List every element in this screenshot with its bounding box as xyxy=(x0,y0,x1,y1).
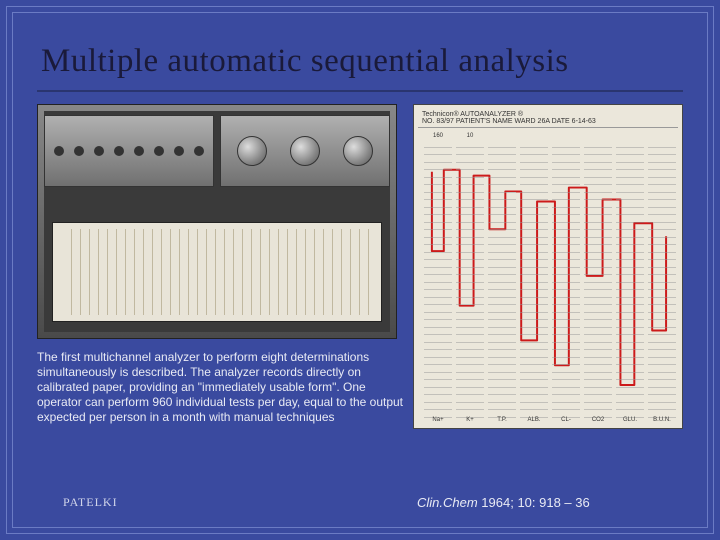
instrument-left-module xyxy=(44,115,214,187)
scale-column: CL- xyxy=(552,140,580,421)
slide-content: Multiple automatic sequential analysis xyxy=(37,37,683,503)
calibration-chart: Technicon® AUTOANALYZER ® NO. 83/97 PATI… xyxy=(413,104,683,429)
caption-text: The first multichannel analyzer to perfo… xyxy=(37,350,407,425)
chart-brand: Technicon® AUTOANALYZER ® xyxy=(422,111,674,118)
citation-ref: 1964; 10: 918 – 36 xyxy=(478,495,590,510)
scale-column: CO2 xyxy=(584,140,612,421)
slide-title: Multiple automatic sequential analysis xyxy=(37,37,683,92)
instrument-top-row xyxy=(44,115,390,187)
scale-column: 10K+ xyxy=(456,140,484,421)
chart-body: 160Na+10K+T.P.ALB.CL-CO2GLU.B.U.N. xyxy=(418,132,678,427)
scale-column: B.U.N. xyxy=(648,140,676,421)
recorder-paper xyxy=(52,222,382,322)
journal-name: Clin.Chem xyxy=(417,495,478,510)
footer-citation: Clin.Chem 1964; 10: 918 – 36 xyxy=(417,495,590,510)
instrument-photo-inner xyxy=(44,111,390,332)
chart-header: Technicon® AUTOANALYZER ® NO. 83/97 PATI… xyxy=(418,109,678,128)
chart-patient-line: NO. 83/97 PATIENT'S NAME WARD 26A DATE 6… xyxy=(422,118,674,125)
body-area: Technicon® AUTOANALYZER ® NO. 83/97 PATI… xyxy=(37,104,683,504)
instrument-right-module xyxy=(220,115,390,187)
scale-column: 160Na+ xyxy=(424,140,452,421)
dial-icon xyxy=(290,136,320,166)
dial-icon xyxy=(237,136,267,166)
dial-icon xyxy=(343,136,373,166)
inner-frame: Multiple automatic sequential analysis xyxy=(12,12,708,528)
scale-column: GLU. xyxy=(616,140,644,421)
footer-left: PATELKI xyxy=(63,495,118,510)
instrument-photo xyxy=(37,104,397,339)
scale-column: ALB. xyxy=(520,140,548,421)
scale-column: T.P. xyxy=(488,140,516,421)
